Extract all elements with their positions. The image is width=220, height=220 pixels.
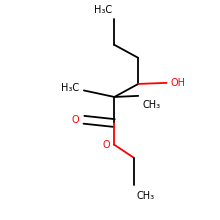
Text: O: O	[72, 115, 80, 125]
Text: CH₃: CH₃	[143, 100, 161, 110]
Text: H₃C: H₃C	[61, 83, 80, 93]
Text: CH₃: CH₃	[136, 191, 154, 202]
Text: O: O	[102, 140, 110, 150]
Text: OH: OH	[171, 78, 186, 88]
Text: H₃C: H₃C	[94, 5, 112, 15]
